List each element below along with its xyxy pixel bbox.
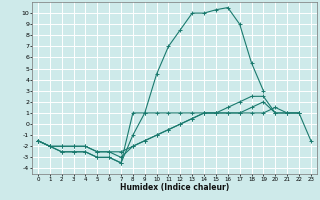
- X-axis label: Humidex (Indice chaleur): Humidex (Indice chaleur): [120, 183, 229, 192]
